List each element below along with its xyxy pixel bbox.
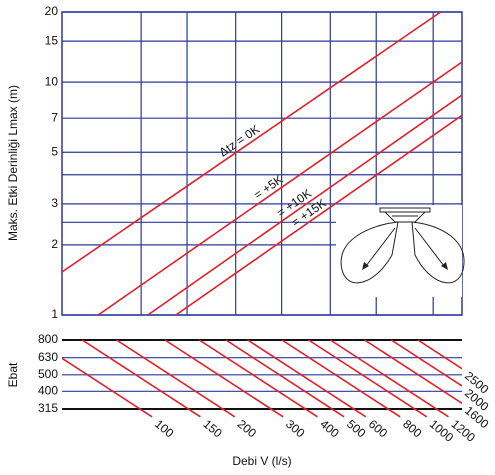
- size-line-label: 800: [400, 417, 425, 441]
- y-tick-label: 5: [51, 144, 58, 158]
- y-tick-label: 3: [51, 196, 58, 210]
- chart: Maks. Etki Derinliği Lmax (m) Ebat Debi …: [0, 0, 495, 475]
- size-line-label: 500: [344, 417, 369, 441]
- y-tick-label: 10: [45, 74, 59, 88]
- y-tick-label: 315: [38, 401, 58, 415]
- size-line-label: 400: [317, 417, 342, 441]
- series-label: Δtz = 0K: [217, 122, 263, 159]
- size-line-label: 150: [200, 417, 225, 441]
- size-line-label: 100: [152, 417, 177, 441]
- y-tick-label: 20: [45, 4, 59, 18]
- size-line-label: 300: [283, 417, 308, 441]
- y-tick-label: 400: [38, 383, 58, 397]
- y-axis-title: Ebat: [6, 362, 20, 387]
- y-axis-title: Maks. Etki Derinliği Lmax (m): [6, 85, 20, 241]
- y-tick-label: 7: [51, 110, 58, 124]
- y-tick-label: 15: [45, 33, 59, 47]
- y-tick-label: 500: [38, 367, 58, 381]
- y-tick-label: 800: [38, 332, 58, 346]
- y-tick-label: 2: [51, 237, 58, 251]
- size-line-label: 1000: [427, 417, 457, 445]
- y-tick-label: 630: [38, 350, 58, 364]
- size-line-label: 200: [235, 417, 260, 441]
- y-tick-label: 1: [51, 307, 58, 321]
- line-group: [62, 340, 462, 417]
- diffuser-icon: [336, 205, 464, 297]
- size-line-label: 600: [366, 417, 391, 441]
- size-line: [391, 340, 462, 386]
- x-axis-title: Debi V (l/s): [232, 454, 291, 468]
- size-line: [418, 340, 462, 369]
